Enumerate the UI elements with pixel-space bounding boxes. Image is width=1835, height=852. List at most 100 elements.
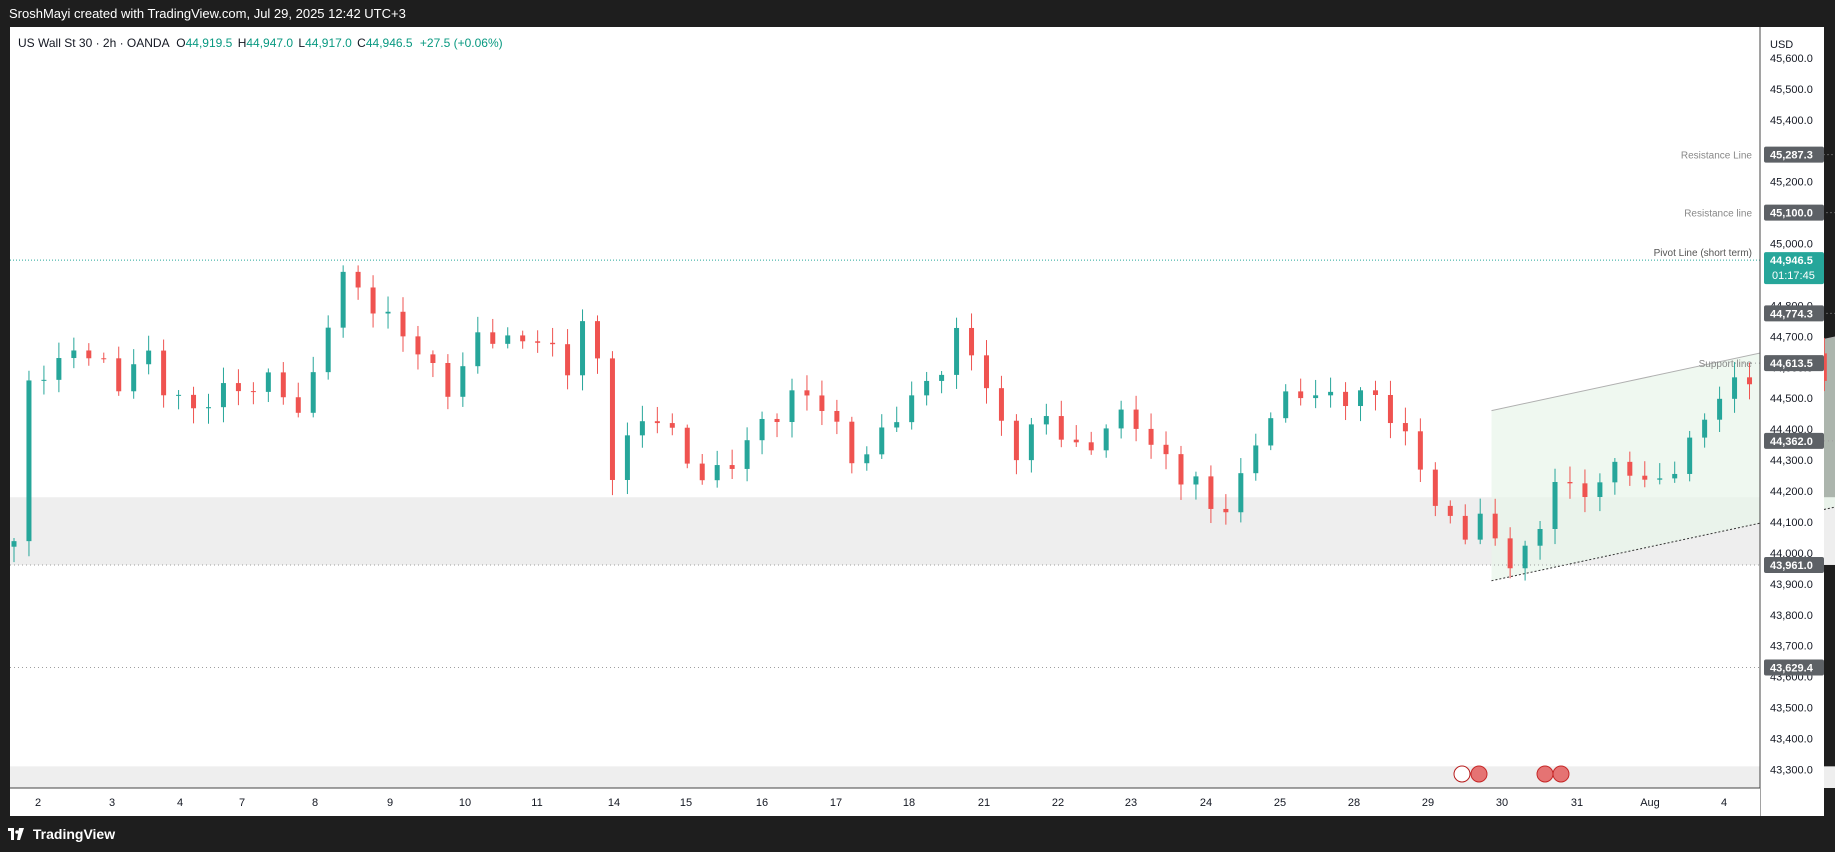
candle-body [505, 335, 510, 343]
y-tick-label: 44,500.0 [1770, 393, 1813, 405]
candle-body [1044, 416, 1049, 424]
price-tag-text: 44,946.5 [1770, 255, 1813, 267]
candle-body [909, 395, 914, 422]
candle-body [101, 358, 106, 359]
candle-body [1029, 424, 1034, 460]
legend-symbol: US Wall St 30 · 2h · OANDA [18, 36, 169, 50]
candle-body [520, 335, 525, 341]
candle-body [236, 383, 241, 391]
candle-body [879, 427, 884, 454]
x-tick-label: 17 [830, 797, 842, 809]
candle-body [266, 372, 271, 392]
candle-body [1657, 478, 1662, 479]
candle-body [655, 421, 660, 423]
candle-body [386, 312, 391, 314]
candle-body [670, 423, 675, 428]
symbol-legend: US Wall St 30 · 2h · OANDA O44,919.5 H44… [18, 36, 503, 50]
candle-body [1149, 429, 1154, 445]
candle-body [326, 328, 331, 372]
x-tick-label: 15 [680, 797, 692, 809]
candle-body [1463, 516, 1468, 540]
x-tick-label: 4 [177, 797, 183, 809]
candle-body [1014, 421, 1019, 460]
candle-body [1283, 391, 1288, 418]
y-tick-label: 44,100.0 [1770, 517, 1813, 529]
candle-body [1717, 399, 1722, 420]
legend-open-label: O [176, 36, 185, 50]
x-tick-label: 11 [531, 797, 542, 809]
y-tick-label: 44,700.0 [1770, 331, 1813, 343]
y-tick-label: 45,000.0 [1770, 239, 1813, 251]
candle-body [490, 332, 495, 344]
candle-body [1448, 506, 1453, 516]
x-tick-label: 21 [978, 797, 990, 809]
level-label: Resistance line [1684, 209, 1752, 220]
legend-close-value: 44,946.5 [366, 36, 413, 50]
currency-label: USD [1770, 39, 1793, 51]
candle-body [176, 395, 181, 396]
candle-body [1104, 428, 1109, 450]
candle-body [1732, 377, 1737, 398]
candle-body [1672, 474, 1677, 478]
level-label: Support line [1699, 359, 1753, 370]
candle-body [1089, 442, 1094, 450]
candle-body [26, 380, 31, 541]
x-tick-label: 25 [1274, 797, 1286, 809]
candle-body [341, 272, 346, 328]
candle-body [1298, 391, 1303, 398]
countdown-text: 01:17:45 [1772, 270, 1815, 282]
candle-body [1253, 445, 1258, 473]
y-tick-label: 45,400.0 [1770, 115, 1813, 127]
candle-body [460, 366, 465, 397]
x-tick-label: 14 [608, 797, 620, 809]
candle-body [1193, 476, 1198, 484]
candle-body [131, 364, 136, 391]
candle-body [71, 350, 76, 358]
news-event-icon [1471, 766, 1487, 782]
y-tick-label: 44,200.0 [1770, 486, 1813, 498]
x-tick-label: 4 [1721, 797, 1727, 809]
price-tag-text: 44,774.3 [1770, 308, 1813, 320]
candle-body [640, 421, 645, 435]
candle-body [1238, 473, 1243, 512]
candle-body [550, 343, 555, 344]
legend-high-value: 44,947.0 [246, 36, 293, 50]
candle-body [311, 372, 316, 413]
candle-body [1059, 416, 1064, 440]
candle-body [415, 336, 420, 354]
brand-name: TradingView [33, 826, 115, 842]
candle-body [1268, 418, 1273, 445]
candle-body [745, 440, 750, 469]
candle-body [565, 344, 570, 375]
price-tag-text: 44,362.0 [1770, 436, 1813, 448]
candle-body [1687, 438, 1692, 474]
candle-body [430, 354, 435, 363]
candle-body [1553, 482, 1558, 529]
candle-body [1493, 514, 1498, 539]
candle-body [760, 419, 765, 440]
candle-body [475, 332, 480, 366]
x-tick-label: 2 [35, 797, 41, 809]
candle-body [775, 419, 780, 422]
candle-body [999, 388, 1004, 421]
candle-body [924, 381, 929, 395]
candle-body [356, 272, 361, 288]
candle-body [1343, 392, 1348, 406]
candle-body [1567, 482, 1572, 483]
x-tick-label: 16 [756, 797, 768, 809]
candle-body [1223, 509, 1228, 512]
x-tick-label: 8 [312, 797, 318, 809]
candle-body [1208, 476, 1213, 509]
brand-bar: TradingView [0, 816, 1835, 851]
legend-low-value: 44,917.0 [305, 36, 352, 50]
x-tick-label: 28 [1348, 797, 1360, 809]
candle-body [1074, 440, 1079, 443]
candle-body [849, 422, 854, 464]
y-tick-label: 43,300.0 [1770, 764, 1813, 776]
candle-body [1523, 546, 1528, 569]
candle-body [819, 395, 824, 411]
candle-body [1403, 423, 1408, 431]
candle-body [535, 341, 540, 343]
candle-body [954, 328, 959, 375]
